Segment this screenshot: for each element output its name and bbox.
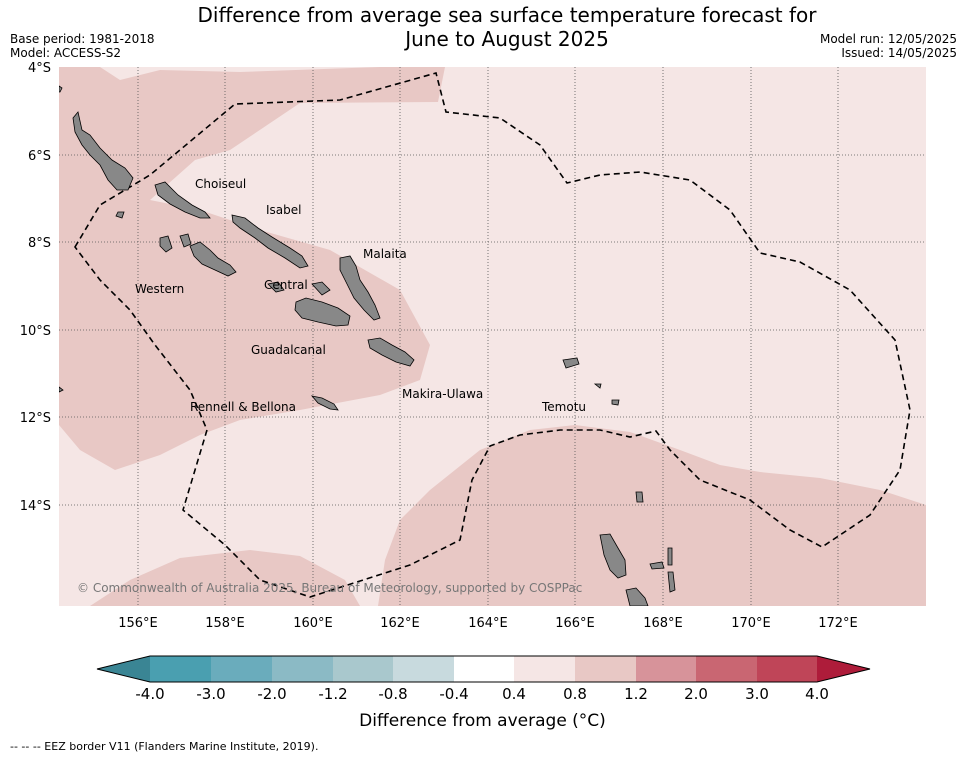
solomon-islands-land	[59, 85, 676, 606]
colorbar-tick-12: 4.0	[805, 685, 829, 703]
province-label-makira-ulawa: Makira-Ulawa	[402, 387, 483, 401]
pentecost-island	[667, 571, 676, 593]
lon-label-168e: 168°E	[643, 616, 683, 631]
colorbar-tick-5: -0.8	[378, 685, 407, 703]
model-run-text: Model run: 12/05/2025	[819, 32, 957, 46]
province-label-choiseul: Choiseul	[195, 177, 246, 191]
copyright-text: © Commonwealth of Australia 2025, Bureau…	[77, 581, 582, 595]
colorbar-tick-6: -0.4	[439, 685, 468, 703]
colorbar-swatch-1	[150, 656, 211, 682]
eez-border	[74, 72, 911, 598]
colorbar-swatch-8	[575, 656, 636, 682]
colorbar-tick-9: 1.2	[624, 685, 648, 703]
guadalcanal-island	[294, 297, 351, 327]
vanikoro-island	[611, 399, 620, 406]
russell-islands	[311, 281, 331, 296]
lat-label-12s: 12°S	[20, 411, 51, 426]
eez-border-legend-note: -- -- -- EEZ border V11 (Flanders Marine…	[10, 740, 319, 753]
province-label-temotu: Temotu	[541, 400, 586, 414]
florida-islands	[267, 281, 285, 293]
new-georgia-island	[189, 241, 237, 277]
map-graticule	[59, 67, 926, 606]
vella-lavella-island	[159, 235, 173, 253]
colorbar-tick-labels: -4.0 -3.0 -2.0 -1.2 -0.8 -0.4 0.4 0.8 1.…	[135, 685, 829, 703]
lon-label-172e: 172°E	[818, 616, 858, 631]
colorbar-tick-7: 0.4	[502, 685, 526, 703]
colorbar	[96, 655, 871, 683]
shortland-islands	[115, 211, 125, 219]
province-labels: Choiseul Isabel Malaita Western Central …	[135, 177, 586, 414]
lon-label-156e: 156°E	[118, 616, 158, 631]
warm-anomaly-band-southeast	[378, 425, 926, 606]
malaita-island	[339, 255, 381, 321]
santa-cruz-islands	[562, 357, 580, 369]
colorbar-swatch-2	[211, 656, 272, 682]
colorbar-swatch-4	[333, 656, 393, 682]
latitude-labels: 4°S 6°S 8°S 10°S 12°S 14°S	[20, 61, 51, 514]
colorbar-tick-1: -4.0	[135, 685, 164, 703]
choiseul-island	[72, 111, 134, 191]
lat-label-6s: 6°S	[28, 149, 51, 164]
banks-islands	[635, 491, 644, 503]
colorbar-swatch-5	[393, 656, 454, 682]
chart-title-line-1: Difference from average sea surface temp…	[197, 3, 817, 27]
lon-label-164e: 164°E	[468, 616, 508, 631]
lon-label-158e: 158°E	[205, 616, 245, 631]
malekula-island	[625, 587, 649, 606]
province-label-guadalcanal: Guadalcanal	[251, 343, 326, 357]
lat-label-4s: 4°S	[28, 61, 51, 76]
colorbar-tick-11: 3.0	[745, 685, 769, 703]
lon-label-162e: 162°E	[380, 616, 420, 631]
colorbar-tick-10: 2.0	[684, 685, 708, 703]
lon-label-170e: 170°E	[731, 616, 771, 631]
colorbar-tick-2: -3.0	[196, 685, 225, 703]
warm-anomaly-band-northwest	[59, 67, 445, 470]
issued-text: Issued: 14/05/2025	[841, 46, 957, 60]
colorbar-tick-4: -1.2	[318, 685, 347, 703]
maewo-island	[667, 547, 673, 566]
lon-label-160e: 160°E	[293, 616, 333, 631]
colorbar-tick-8: 0.8	[563, 685, 587, 703]
colorbar-swatch-3	[272, 656, 333, 682]
rennell-island	[310, 395, 339, 411]
colorbar-label: Difference from average (°C)	[359, 711, 606, 731]
colorbar-swatch-11	[757, 656, 817, 682]
chart-title-line-2: June to August 2025	[405, 27, 609, 51]
model-text: Model: ACCESS-S2	[10, 46, 122, 60]
small-island-northwest	[59, 85, 63, 93]
province-label-rennell-bellona: Rennell & Bellona	[190, 400, 296, 414]
santa-isabel-island	[231, 214, 309, 269]
base-period-text: Base period: 1981-2018	[10, 32, 155, 46]
lon-label-166e: 166°E	[555, 616, 595, 631]
small-island-west	[59, 386, 64, 393]
lat-label-14s: 14°S	[20, 499, 51, 514]
longitude-labels: 156°E 158°E 160°E 162°E 164°E 166°E 168°…	[118, 616, 858, 631]
makira-island	[367, 337, 415, 367]
province-label-central: Central	[264, 278, 308, 292]
colorbar-extend-high	[817, 656, 870, 682]
colorbar-outline	[96, 655, 871, 683]
colorbar-swatch-10	[696, 656, 757, 682]
province-label-western: Western	[135, 282, 184, 296]
anomaly-shading	[59, 67, 926, 606]
espiritu-santo-island	[599, 533, 627, 579]
reef-islands	[593, 383, 602, 389]
lat-label-10s: 10°S	[20, 324, 51, 339]
colorbar-swatch-9	[636, 656, 696, 682]
ambae-island	[649, 561, 665, 570]
lat-label-8s: 8°S	[28, 236, 51, 251]
province-label-malaita: Malaita	[363, 247, 407, 261]
kolombangara-island	[179, 233, 192, 248]
colorbar-extend-low	[97, 656, 150, 682]
colorbar-swatch-7	[514, 656, 575, 682]
province-label-isabel: Isabel	[266, 203, 301, 217]
colorbar-tick-3: -2.0	[257, 685, 286, 703]
colorbar-swatch-6	[454, 656, 514, 682]
choiseul-island-east	[154, 181, 211, 219]
